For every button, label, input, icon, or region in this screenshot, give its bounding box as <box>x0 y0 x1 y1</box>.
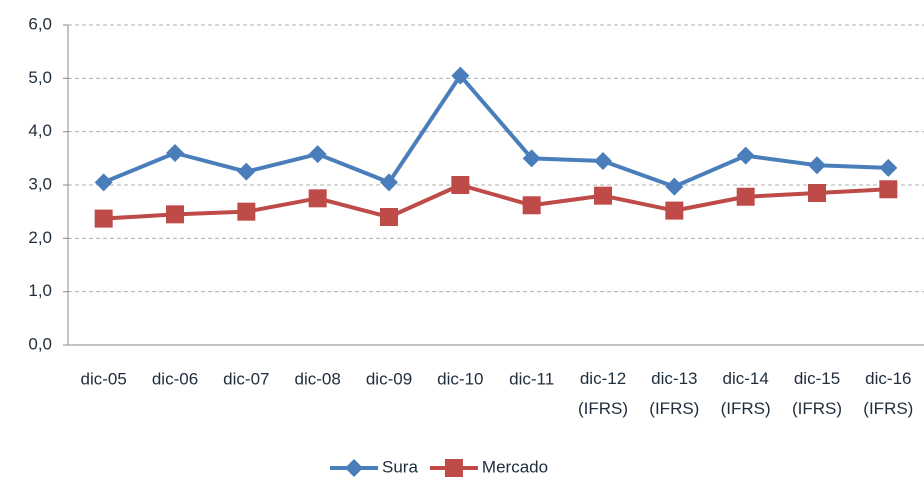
marker <box>237 202 256 221</box>
y-tick-label: 2,0 <box>28 228 52 247</box>
marker <box>879 158 898 177</box>
marker <box>380 208 398 226</box>
marker <box>345 459 363 477</box>
y-tick-label: 0,0 <box>28 334 52 353</box>
marker <box>380 173 398 192</box>
x-tick-label: dic-06 <box>152 369 198 388</box>
marker <box>94 173 113 192</box>
marker <box>594 186 612 205</box>
x-tick-label: dic-07 <box>223 369 269 388</box>
marker <box>808 156 826 175</box>
marker <box>237 162 256 181</box>
marker <box>308 145 327 164</box>
marker <box>522 196 541 215</box>
marker <box>451 66 470 85</box>
marker <box>808 184 826 202</box>
legend-label: Sura <box>382 457 418 476</box>
series-line <box>103 183 889 221</box>
legend-label: Mercado <box>482 457 548 476</box>
marker <box>308 189 327 208</box>
x-tick-label: dic-11 <box>509 369 554 388</box>
x-tick-label: dic-14 (IFRS) <box>721 369 771 418</box>
marker <box>94 209 113 228</box>
marker <box>736 146 755 165</box>
marker <box>665 201 684 220</box>
y-tick-label: 1,0 <box>28 281 52 300</box>
marker <box>166 205 184 224</box>
marker <box>522 149 541 168</box>
marker <box>166 144 184 162</box>
x-tick-label: dic-10 <box>437 369 483 388</box>
series-line <box>102 73 889 189</box>
y-tick-label: 3,0 <box>28 174 52 193</box>
y-tick-label: 4,0 <box>28 121 52 140</box>
y-tick-label: 6,0 <box>28 14 52 33</box>
x-tick-label: dic-12 (IFRS) <box>578 369 628 418</box>
x-tick-label: dic-08 <box>295 369 341 388</box>
marker <box>451 176 470 194</box>
x-tick-label: dic-05 <box>81 369 127 388</box>
x-tick-label: dic-15 (IFRS) <box>792 369 842 418</box>
marker <box>736 187 755 206</box>
marker <box>444 459 463 477</box>
x-tick-label: dic-13 (IFRS) <box>649 369 699 418</box>
marker <box>879 180 898 199</box>
y-tick-label: 5,0 <box>28 68 52 87</box>
marker <box>594 152 612 170</box>
x-tick-label: dic-16 (IFRS) <box>863 369 913 418</box>
x-tick-label: dic-09 <box>366 369 412 388</box>
marker <box>665 177 684 196</box>
